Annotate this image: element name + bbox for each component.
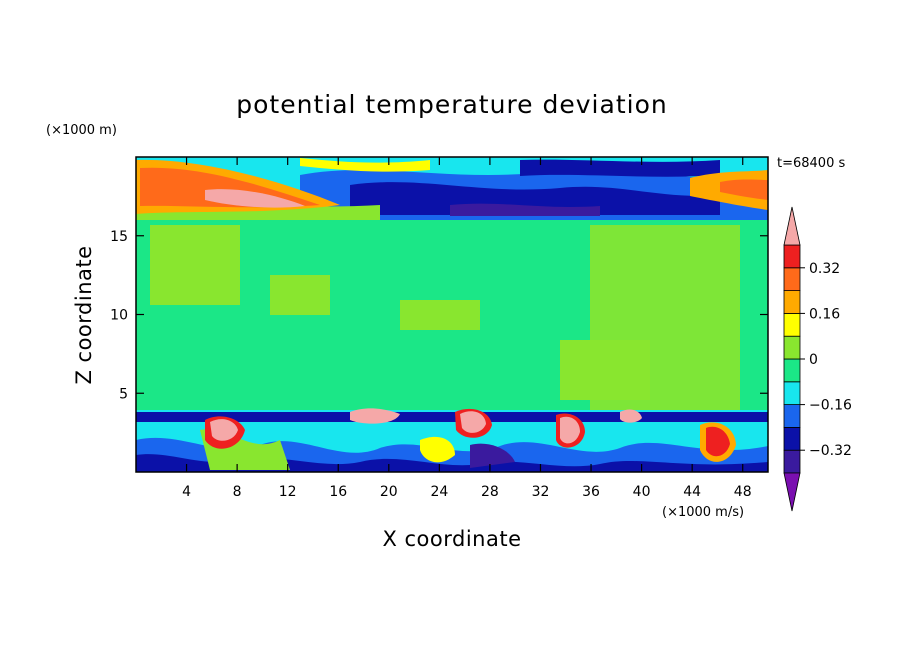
x-tick-label: 12 (279, 484, 297, 500)
lower-pink-blob-1 (210, 419, 238, 441)
colorbar-segment (783, 358, 801, 383)
lower-pink-blob-6 (620, 409, 642, 423)
colorbar-segment (783, 267, 801, 291)
x-tick-label: 28 (481, 484, 499, 500)
colorbar-segment (783, 312, 801, 337)
upper-right-red (720, 179, 768, 200)
x-tick-label: 4 (182, 484, 191, 500)
x-tick-label: 32 (532, 484, 550, 500)
x-tick-label: 40 (633, 484, 651, 500)
lower-pink-blob-3 (560, 416, 580, 444)
lower-pink-blob-2 (460, 411, 486, 433)
y-axis-ticks: 5 10 15 (110, 229, 768, 402)
colorbar-segment (783, 335, 801, 360)
x-tick-label: 36 (582, 484, 600, 500)
colorbar: 0.32 0.16 0 −0.16 −0.32 (783, 206, 852, 512)
x-unit-label: (×1000 m/s) (662, 505, 744, 520)
y-axis-label: Z coordinate (72, 245, 96, 384)
x-tick-label: 48 (734, 484, 752, 500)
colorbar-tick-label: 0 (809, 352, 818, 368)
y-tick-label: 10 (110, 308, 128, 324)
upper-pink-blob (205, 189, 305, 208)
colorbar-tick-label: −0.16 (809, 398, 852, 414)
upper-navy-band-2 (520, 159, 720, 177)
lower-red-blob-4 (706, 426, 730, 457)
colorbar-segment (783, 244, 801, 269)
mid-yellow-green-patch-4 (400, 300, 480, 330)
upper-navy-band (350, 182, 720, 215)
colorbar-segment (783, 449, 801, 474)
x-tick-label: 24 (430, 484, 448, 500)
mid-yellow-green-patch-5 (560, 340, 650, 400)
y-tick-label: 15 (110, 229, 128, 245)
mid-yellow-green-patch-3 (150, 225, 240, 305)
x-axis-ticks: 4 8 12 16 20 24 28 32 36 40 44 48 (182, 157, 752, 500)
lower-navy-wave (136, 454, 768, 472)
colorbar-segment (783, 404, 801, 428)
colorbar-segment (783, 426, 801, 451)
lower-purple-blob (470, 443, 515, 468)
upper-purple-spot (450, 203, 600, 216)
y-tick-label: 5 (119, 386, 128, 402)
lower-pink-blob-5 (350, 408, 400, 424)
colorbar-segment (783, 290, 801, 314)
x-tick-label: 8 (233, 484, 242, 500)
colorbar-bottom-arrow (783, 472, 801, 512)
mid-yellow-green-patch-2 (270, 275, 330, 315)
colorbar-segment (783, 381, 801, 405)
x-tick-label: 16 (329, 484, 347, 500)
colorbar-tick-label: 0.32 (809, 261, 840, 277)
lower-yellow-blob (420, 436, 455, 463)
time-label: t=68400 s (777, 156, 845, 171)
x-axis-label: X coordinate (382, 527, 521, 551)
x-tick-label: 20 (380, 484, 398, 500)
x-tick-label: 44 (683, 484, 701, 500)
colorbar-top-arrow (783, 206, 801, 246)
lower-navy-band (136, 412, 768, 422)
colorbar-tick-label: 0.16 (809, 306, 840, 322)
heatmap-field (136, 157, 768, 472)
colorbar-tick-label: −0.32 (809, 443, 852, 459)
upper-yellow-strip (300, 158, 430, 172)
y-unit-label: (×1000 m) (46, 123, 117, 138)
chart-title: potential temperature deviation (236, 90, 667, 119)
